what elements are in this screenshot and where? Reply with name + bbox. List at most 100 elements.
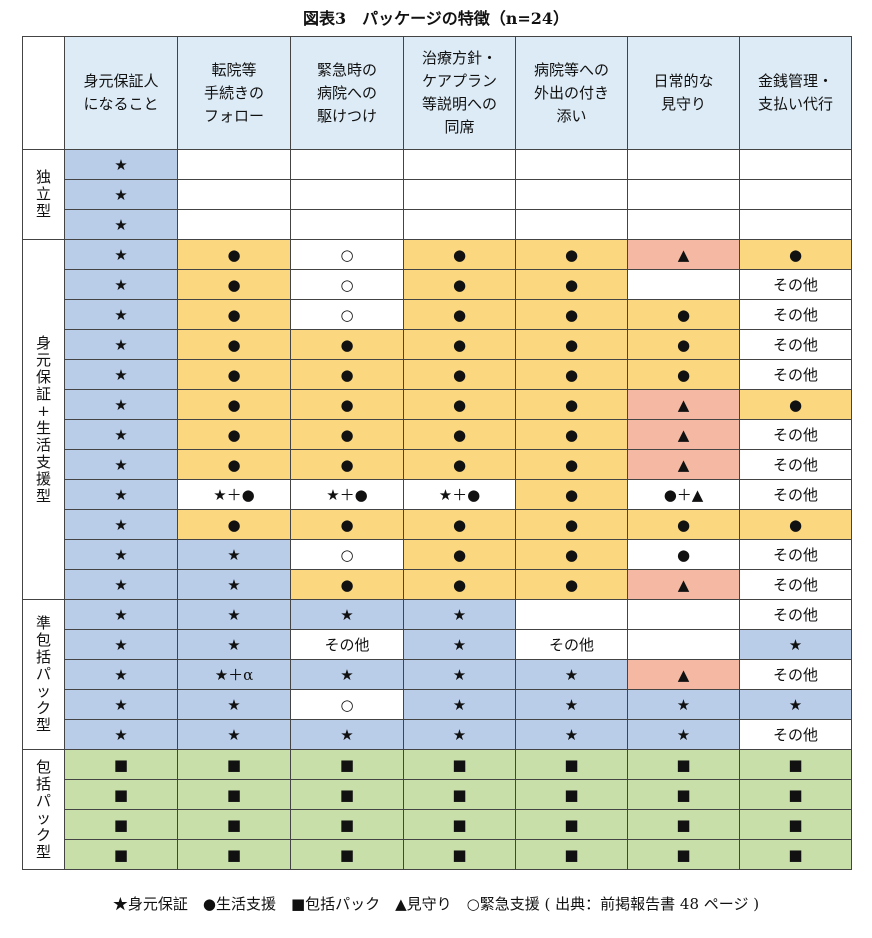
table-cell: [627, 209, 740, 240]
table-row: ★ ★＋● ★＋● ★＋● ● ●＋▲ その他: [23, 479, 852, 510]
table-cell: [177, 179, 291, 210]
table-row: ■ ■ ■ ■ ■ ■ ■: [23, 809, 852, 840]
package-features-table: 身元保証人 になること 転院等 手続きの フォロー 緊急時の 病院への 駆けつけ…: [22, 36, 852, 870]
table-cell: ★: [177, 689, 291, 720]
table-cell: ●: [177, 389, 291, 420]
table-cell: [515, 599, 628, 630]
table-cell: [627, 629, 740, 660]
table-cell: ■: [515, 839, 628, 870]
table-cell: ★: [627, 719, 740, 750]
table-row: ★ ★ ○ ★ ★ ★ ★: [23, 689, 852, 720]
table-row: ■ ■ ■ ■ ■ ■ ■: [23, 779, 852, 810]
table-cell: ●: [515, 539, 628, 570]
table-cell: ■: [290, 749, 404, 780]
figure-title: 図表3 パッケージの特徴（n=24）: [302, 9, 570, 28]
table-cell: ★: [64, 419, 178, 450]
table-cell: ★: [64, 659, 178, 690]
table-cell: ■: [290, 839, 404, 870]
table-row: ★ ● ● ● ● ▲ ●: [23, 389, 852, 420]
legend-note: ★身元保証 ●生活支援 ■包括パック ▲見守り ○緊急支援 ( 出典：前掲報告書…: [112, 895, 760, 913]
table-cell: その他: [739, 569, 852, 600]
table-cell: その他: [739, 359, 852, 390]
table-cell: ●: [515, 239, 628, 270]
table-cell: ■: [403, 749, 516, 780]
table-cell: ★＋α: [177, 659, 291, 690]
header-cell: 病院等への 外出の付き 添い: [515, 36, 628, 150]
table-cell: [290, 149, 404, 180]
table-cell: ●: [515, 569, 628, 600]
table-row: ★ ★ ○ ● ● ● その他: [23, 539, 852, 570]
table-cell: ★: [403, 719, 516, 750]
table-cell: ●: [290, 449, 404, 480]
table-cell: ■: [64, 839, 178, 870]
table-cell: ★: [64, 329, 178, 360]
table-cell: その他: [739, 719, 852, 750]
table-cell: ●: [403, 539, 516, 570]
table-cell: ●: [739, 509, 852, 540]
table-cell: ●: [403, 389, 516, 420]
table-cell: その他: [739, 599, 852, 630]
header-cell: 転院等 手続きの フォロー: [177, 36, 291, 150]
table-cell: ★＋●: [290, 479, 404, 510]
table-cell: ●: [627, 509, 740, 540]
table-cell: ★: [177, 569, 291, 600]
table-cell: その他: [739, 449, 852, 480]
table-row: ■ ■ ■ ■ ■ ■ ■: [23, 839, 852, 870]
table-cell: ▲: [627, 419, 740, 450]
table-cell: [739, 149, 852, 180]
table-cell: ★: [64, 299, 178, 330]
table-cell: ●: [177, 299, 291, 330]
table-cell: [403, 209, 516, 240]
header-cell: 治療方針・ ケアプラン 等説明への 同席: [403, 36, 516, 150]
table-cell: ★: [403, 599, 516, 630]
table-cell: その他: [739, 329, 852, 360]
table-cell: その他: [739, 479, 852, 510]
group-label-cell: 準 包 括 パ ッ ク 型: [22, 599, 65, 750]
table-row: ★ ★ その他 ★ その他 ★: [23, 629, 852, 660]
table-cell: ●: [627, 329, 740, 360]
table-row: ★ ● ● ● ● ▲ その他: [23, 419, 852, 450]
table-cell: ■: [64, 779, 178, 810]
table-cell: ●: [515, 509, 628, 540]
table-cell: ■: [627, 749, 740, 780]
table-cell: ■: [627, 779, 740, 810]
table-cell: ■: [64, 749, 178, 780]
table-cell: [739, 179, 852, 210]
table-row: ★ ★ ★ ★ ★ ★ その他: [23, 719, 852, 750]
table-cell: ●: [515, 419, 628, 450]
table-row: ★ ★ ● ● ● ▲ その他: [23, 569, 852, 600]
table-cell: ●: [177, 269, 291, 300]
table-cell: [627, 599, 740, 630]
header-cell: 緊急時の 病院への 駆けつけ: [290, 36, 404, 150]
table-cell: ★: [64, 149, 178, 180]
table-cell: ●: [403, 239, 516, 270]
group-label: 身 元 保 証 + 生 活 支 援 型: [35, 333, 51, 505]
table-cell: ○: [290, 239, 404, 270]
table-cell: ★: [64, 479, 178, 510]
table-cell: ■: [515, 749, 628, 780]
table-cell: ★: [64, 359, 178, 390]
table-cell: ●: [515, 359, 628, 390]
table-cell: [627, 149, 740, 180]
table-cell: ★: [64, 539, 178, 570]
table-cell: ★: [64, 239, 178, 270]
table-cell: [627, 269, 740, 300]
table-cell: ●: [290, 569, 404, 600]
table-cell: [290, 209, 404, 240]
table-cell: ●: [403, 509, 516, 540]
table-cell: ■: [290, 779, 404, 810]
table-cell: [403, 179, 516, 210]
table-cell: ★: [403, 659, 516, 690]
table-cell: ●: [515, 449, 628, 480]
table-cell: ★: [290, 659, 404, 690]
table-cell: ●: [177, 329, 291, 360]
table-cell: ●: [627, 359, 740, 390]
table-cell: ■: [64, 809, 178, 840]
group-label-cell: 身 元 保 証 + 生 活 支 援 型: [22, 239, 65, 600]
table-cell: ▲: [627, 569, 740, 600]
table-cell: ★: [515, 689, 628, 720]
table-row: ★ ● ● ● ● ● その他: [23, 329, 852, 360]
table-cell: ■: [627, 809, 740, 840]
table-cell: [515, 149, 628, 180]
table-cell: ★: [515, 719, 628, 750]
